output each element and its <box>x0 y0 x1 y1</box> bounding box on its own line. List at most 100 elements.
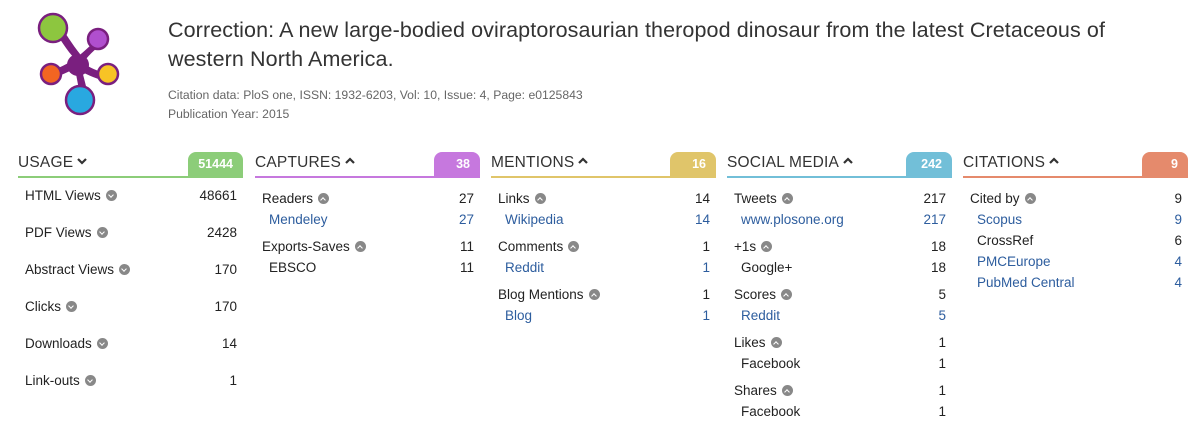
metric-value: 18 <box>930 239 946 254</box>
metric-source-row: Facebook 1 <box>727 353 952 374</box>
metric-group: Clicks 170 <box>18 291 243 322</box>
metric-value: 48661 <box>199 188 237 203</box>
metric-row: Downloads 14 <box>18 328 243 359</box>
metric-source-row: Google+ 18 <box>727 257 952 278</box>
metric-label-text: Exports-Saves <box>262 239 350 254</box>
metric-label[interactable]: Links <box>498 188 546 209</box>
collapse-circle-icon[interactable] <box>781 385 793 396</box>
metric-row: Link-outs 1 <box>18 365 243 396</box>
metric-label[interactable]: Cited by <box>970 188 1036 209</box>
metric-label-text: Readers <box>262 191 314 206</box>
mentions-rows: Links 14 Wikipedia 14 Comments 1 Reddit 1 Blog M… <box>491 178 716 326</box>
collapse-circle-icon[interactable] <box>568 241 580 252</box>
expand-circle-icon[interactable] <box>119 264 131 275</box>
metric-group: Blog Mentions 1 Blog 1 <box>491 284 716 326</box>
metric-source-label[interactable]: Blog <box>505 308 533 323</box>
collapse-circle-icon[interactable] <box>761 241 773 252</box>
usage-title: USAGE <box>18 154 74 171</box>
metric-source-row: Scopus 9 <box>963 209 1188 230</box>
expand-circle-icon[interactable] <box>105 190 117 201</box>
expand-circle-icon[interactable] <box>84 375 96 386</box>
metric-source-label[interactable]: www.plosone.org <box>741 212 844 227</box>
social-title: SOCIAL MEDIA <box>727 154 840 171</box>
metric-group: +1s 18 Google+ 18 <box>727 236 952 278</box>
metric-label-text: Clicks <box>25 299 61 314</box>
expand-circle-icon[interactable] <box>96 227 108 238</box>
metric-row: Exports-Saves 11 <box>255 236 480 257</box>
metric-label-text: Tweets <box>734 191 777 206</box>
collapse-circle-icon[interactable] <box>770 337 782 348</box>
metric-label-text: Links <box>498 191 530 206</box>
metric-label[interactable]: PDF Views <box>25 217 108 248</box>
metric-value: 14 <box>694 191 710 206</box>
metric-label[interactable]: HTML Views <box>25 180 117 211</box>
collapse-circle-icon[interactable] <box>781 193 793 204</box>
metric-label[interactable]: Exports-Saves <box>262 236 366 257</box>
metric-label[interactable]: Likes <box>734 332 782 353</box>
metric-label[interactable]: Readers <box>262 188 330 209</box>
metric-label[interactable]: Shares <box>734 380 793 401</box>
metric-row: Cited by 9 <box>963 188 1188 209</box>
metric-label[interactable]: Abstract Views <box>25 254 131 285</box>
metric-group: Readers 27 Mendeley 27 <box>255 188 480 230</box>
metric-group: Links 14 Wikipedia 14 <box>491 188 716 230</box>
metric-label[interactable]: Link-outs <box>25 365 96 396</box>
expand-circle-icon[interactable] <box>66 301 77 312</box>
usage-toggle[interactable]: USAGE <box>18 154 88 172</box>
collapse-circle-icon[interactable] <box>1024 193 1036 204</box>
metric-column-usage: USAGE 51444 HTML Views 48661 PDF Views 2428 Ab… <box>18 151 243 402</box>
metric-value: 1 <box>702 239 710 254</box>
altmetric-flower-logo-icon <box>37 12 120 116</box>
metric-group: Downloads 14 <box>18 328 243 359</box>
metric-source-value: 11 <box>459 260 474 275</box>
metric-group: Abstract Views 170 <box>18 254 243 285</box>
metric-group: PDF Views 2428 <box>18 217 243 248</box>
metric-label[interactable]: Scores <box>734 284 793 305</box>
mentions-toggle[interactable]: MENTIONS <box>491 154 589 172</box>
metric-group: Link-outs 1 <box>18 365 243 396</box>
metric-label[interactable]: Downloads <box>25 328 108 359</box>
mentions-header: MENTIONS 16 <box>491 151 716 178</box>
metric-source-label[interactable]: Wikipedia <box>505 212 564 227</box>
social-header: SOCIAL MEDIA 242 <box>727 151 952 178</box>
metric-label-text: Likes <box>734 335 766 350</box>
metric-column-citations: CITATIONS 9 Cited by 9 Scopus 9 CrossRef 6 PMCEu… <box>963 151 1188 299</box>
metric-group: Likes 1 Facebook 1 <box>727 332 952 374</box>
metric-value: 1 <box>938 383 946 398</box>
collapse-circle-icon[interactable] <box>534 193 546 204</box>
metric-group: Scores 5 Reddit 5 <box>727 284 952 326</box>
metric-label-text: Shares <box>734 383 777 398</box>
metric-source-label[interactable]: Reddit <box>505 260 545 275</box>
metric-source-row: www.plosone.org 217 <box>727 209 952 230</box>
metric-source-label[interactable]: PubMed Central <box>977 275 1075 290</box>
metric-group: Shares 1 Facebook 1 <box>727 380 952 422</box>
expand-circle-icon[interactable] <box>96 338 108 349</box>
metric-row: Abstract Views 170 <box>18 254 243 285</box>
metric-source-value: 14 <box>694 212 710 227</box>
chevron-up-icon <box>578 157 589 164</box>
captures-toggle[interactable]: CAPTURES <box>255 154 355 172</box>
metric-label[interactable]: Tweets <box>734 188 793 209</box>
metric-source-label[interactable]: Mendeley <box>269 212 328 227</box>
metric-label[interactable]: +1s <box>734 236 773 257</box>
collapse-circle-icon[interactable] <box>588 289 600 300</box>
metric-group: Exports-Saves 11 EBSCO 11 <box>255 236 480 278</box>
metric-label-text: Comments <box>498 239 564 254</box>
metric-source-label[interactable]: Reddit <box>741 308 781 323</box>
citations-toggle[interactable]: CITATIONS <box>963 154 1059 172</box>
metric-group: Cited by 9 Scopus 9 CrossRef 6 PMCEurope 4 PubMe… <box>963 188 1188 293</box>
collapse-circle-icon[interactable] <box>354 241 366 252</box>
metric-label[interactable]: Blog Mentions <box>498 284 600 305</box>
social-toggle[interactable]: SOCIAL MEDIA <box>727 154 853 172</box>
metric-source-label[interactable]: PMCEurope <box>977 254 1051 269</box>
collapse-circle-icon[interactable] <box>318 193 330 204</box>
collapse-circle-icon[interactable] <box>781 289 793 300</box>
metric-label[interactable]: Clicks <box>25 291 77 322</box>
metric-label[interactable]: Comments <box>498 236 580 257</box>
metric-row: Comments 1 <box>491 236 716 257</box>
metrics-columns: USAGE 51444 HTML Views 48661 PDF Views 2428 Ab… <box>18 151 1188 443</box>
metric-label-text: +1s <box>734 239 757 254</box>
metric-source-label[interactable]: Scopus <box>977 212 1023 227</box>
metric-value: 27 <box>458 191 474 206</box>
metric-source-value: 5 <box>938 308 946 323</box>
